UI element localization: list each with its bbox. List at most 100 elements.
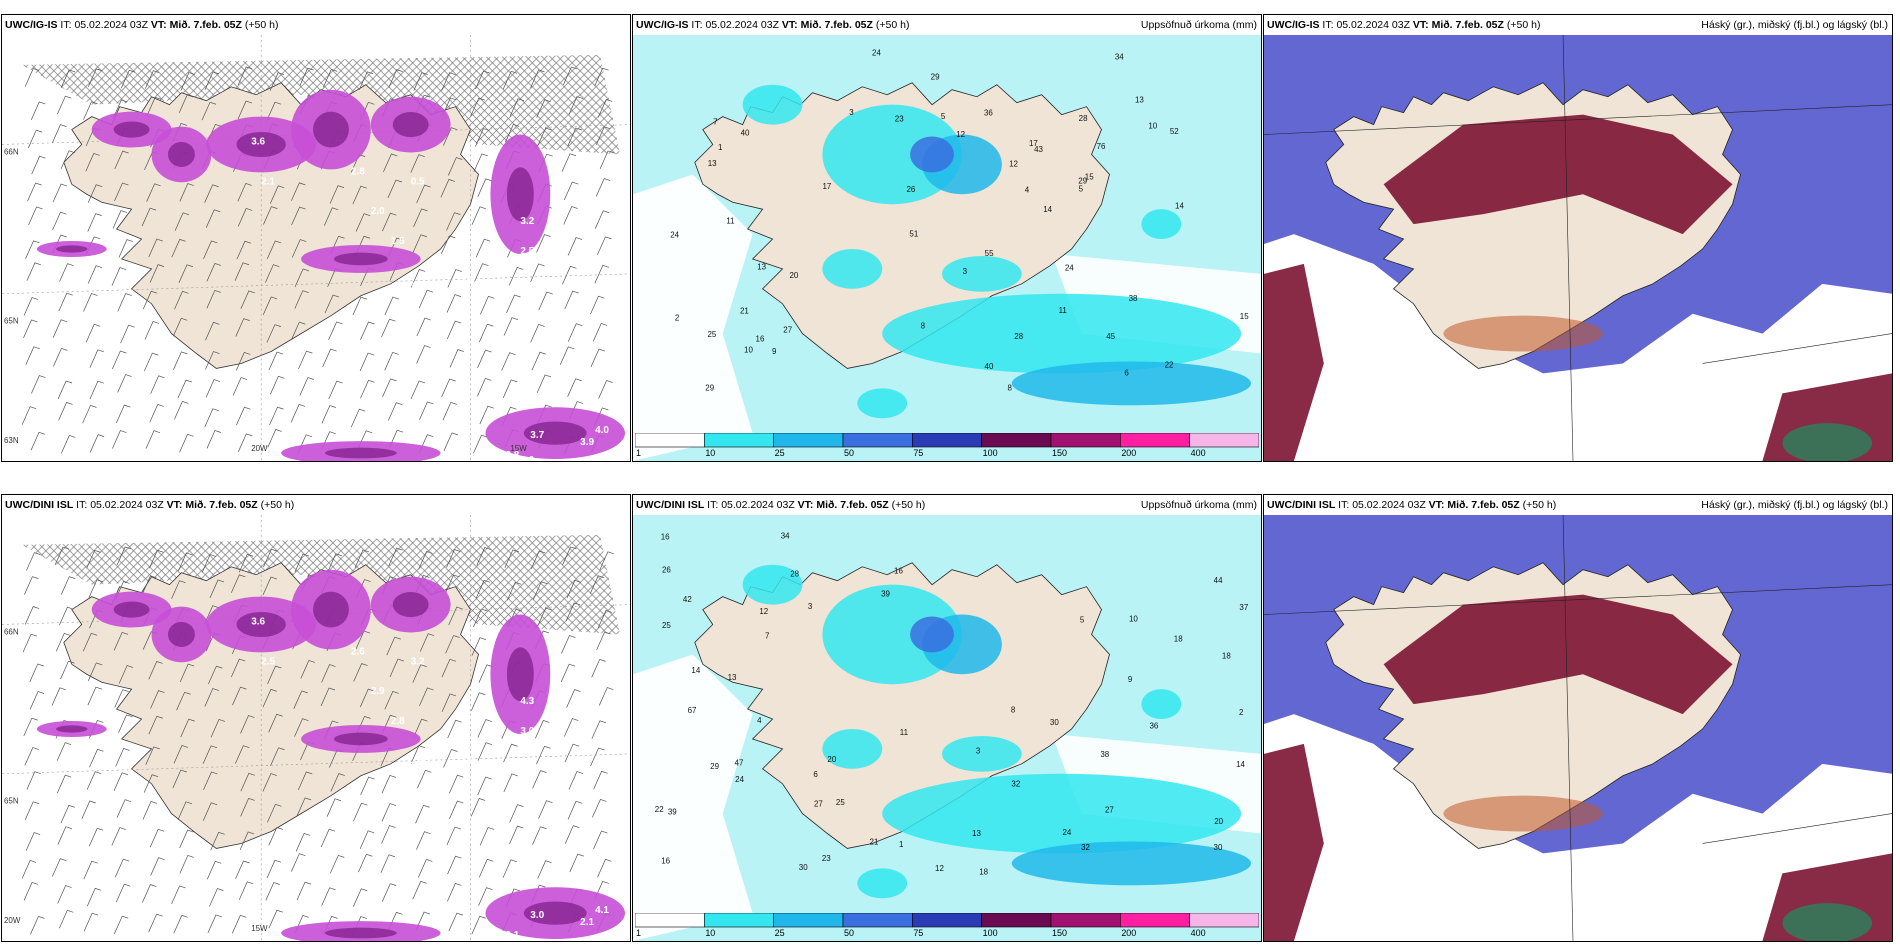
colorbar-tick-label: 150 <box>1052 448 1067 457</box>
precip-value-label: 27 <box>783 326 792 335</box>
high-cloud-area <box>1782 903 1873 941</box>
vt-value: Mið. 7.feb. 05Z <box>800 19 873 31</box>
field-title: Háský (gr.), miðský (fj.bl.) og lágský (… <box>1701 499 1888 511</box>
precip-value-label: 55 <box>985 249 994 258</box>
model-label: UWC/DINI ISL <box>5 499 74 511</box>
model-label: UWC/IG-IS <box>636 19 689 31</box>
precip-value-label: 24 <box>670 230 679 239</box>
precip-value-label: 52 <box>1170 127 1179 136</box>
it-label: IT: <box>60 19 72 31</box>
axis-label: 20W <box>251 444 268 453</box>
precip-colorbar: 1 10 25 50 75 100 150 200 400 <box>635 433 1259 457</box>
colorbar-tick-label: 100 <box>983 928 998 937</box>
colorbar-tick-label: 25 <box>775 448 785 457</box>
precip-value-label: 24 <box>1065 264 1074 273</box>
precip-value-label: 21 <box>870 837 879 846</box>
colorbar-tick-label: 10 <box>705 448 715 457</box>
precip-value-label: 11 <box>1059 306 1068 315</box>
precip-value-label: 2 <box>1239 708 1244 717</box>
precip-value-label: 14 <box>1236 760 1245 769</box>
precip-value-label: 18 <box>1222 651 1231 660</box>
precip-value-label: 16 <box>756 335 765 344</box>
icing-value-label: 4.1 <box>595 905 609 916</box>
panel-header: UWC/IG-IS IT: 05.02.2024 03Z VT: Mið. 7.… <box>1264 15 1892 35</box>
icing-value-label: 2.9 <box>371 686 385 697</box>
precip-area <box>882 773 1242 854</box>
colorbar-tick-label: 75 <box>913 928 923 937</box>
precip-value-label: 43 <box>1034 145 1043 154</box>
it-value: 05.02.2024 03Z <box>1352 499 1426 511</box>
lead-time: (+50 h) <box>891 499 926 511</box>
icing-value-label: 3.9 <box>580 437 594 448</box>
precip-value-label: 29 <box>1078 176 1087 185</box>
precip-value-label: 8 <box>921 321 926 330</box>
it-value: 05.02.2024 03Z <box>721 499 795 511</box>
vt-label: VT: <box>1412 19 1429 31</box>
precip-value-label: 39 <box>668 808 677 817</box>
precip-value-label: 18 <box>979 867 988 876</box>
axis-label: 15W <box>251 924 268 933</box>
precip-value-label: 13 <box>728 673 737 682</box>
precip-area <box>822 584 962 685</box>
precip-value-label: 24 <box>735 775 744 784</box>
map-canvas: 3.6 2.1 2.8 2.0 0.5 1.5 3.2 2.5 0.6 1.2 2.4 3.7 3.9 2… <box>2 35 630 461</box>
precip-value-label: 14 <box>691 666 700 675</box>
precip-value-label: 42 <box>683 595 692 604</box>
icing-value-label: 2.0 <box>371 206 385 217</box>
icing-value-label: 2.8 <box>351 166 365 177</box>
precip-area <box>1141 209 1182 240</box>
precip-value-label: 29 <box>931 73 940 82</box>
axis-label: 66N <box>4 627 19 636</box>
high-cloud-area <box>1782 423 1873 461</box>
precip-value-label: 45 <box>1106 332 1115 341</box>
colorbar-tick-label: 1 <box>636 448 641 457</box>
precip-area <box>910 136 954 173</box>
map-panel-icing-dini: UWC/DINI ISL IT: 05.02.2024 03Z VT: Mið.… <box>1 494 631 942</box>
colorbar-swatch <box>1189 433 1259 448</box>
colorbar-swatch <box>912 913 982 928</box>
colorbar-tick-label: 150 <box>1052 928 1067 937</box>
precip-value-label: 37 <box>1239 603 1248 612</box>
precip-value-label: 39 <box>881 589 890 598</box>
precip-value-label: 10 <box>1148 122 1157 131</box>
precip-value-label: 18 <box>1174 634 1183 643</box>
colorbar-tick-label: 400 <box>1191 448 1206 457</box>
icing-value-label: 0.5 <box>401 761 415 772</box>
colorbar-swatch <box>981 913 1052 928</box>
precip-value-label: 12 <box>759 607 768 616</box>
precip-value-label: 14 <box>1175 201 1184 210</box>
precip-value-label: 12 <box>1009 160 1018 169</box>
precip-value-label: 15 <box>1240 312 1249 321</box>
precip-value-label: 38 <box>1129 294 1138 303</box>
precip-value-label: 11 <box>900 728 909 737</box>
precip-area <box>857 388 908 419</box>
icing-value-label: 2.1 <box>580 917 594 928</box>
precip-area <box>742 564 803 605</box>
it-label: IT: <box>707 499 719 511</box>
precip-value-label: 29 <box>705 384 714 393</box>
icing-value-label: 2.1 <box>261 176 275 187</box>
axis-label: 20W <box>4 916 21 925</box>
colorbar-swatch <box>635 913 705 928</box>
icing-value-label: 0.7 <box>421 756 435 767</box>
icing-value-label: 0.5 <box>411 176 425 187</box>
it-value: 05.02.2024 03Z <box>90 499 164 511</box>
precip-colorbar: 1 10 25 50 75 100 150 200 400 <box>635 913 1259 937</box>
precip-value-label: 4 <box>1025 186 1030 195</box>
vt-label: VT: <box>150 19 167 31</box>
precip-value-label: 15 <box>1085 172 1094 181</box>
precip-value-label: 23 <box>895 115 904 124</box>
panel-header: UWC/DINI ISL IT: 05.02.2024 03Z VT: Mið.… <box>633 495 1261 515</box>
precip-value-label: 7 <box>713 118 718 127</box>
precip-value-label: 8 <box>1011 705 1016 714</box>
axis-label: 63N <box>4 436 19 445</box>
precip-value-label: 23 <box>822 854 831 863</box>
it-value: 05.02.2024 03Z <box>705 19 779 31</box>
precip-value-label: 7 <box>765 632 770 641</box>
map-canvas: 10 12 16 25 25 30 30 29 34 44 67 47 38 28 42 22 20 23 16 18… <box>633 515 1261 941</box>
axis-label: 15W <box>510 444 527 453</box>
precip-area <box>942 735 1022 772</box>
precip-value-label: 76 <box>1097 142 1106 151</box>
map-canvas <box>1264 35 1892 461</box>
icing-value-label: 2.8 <box>505 450 519 461</box>
